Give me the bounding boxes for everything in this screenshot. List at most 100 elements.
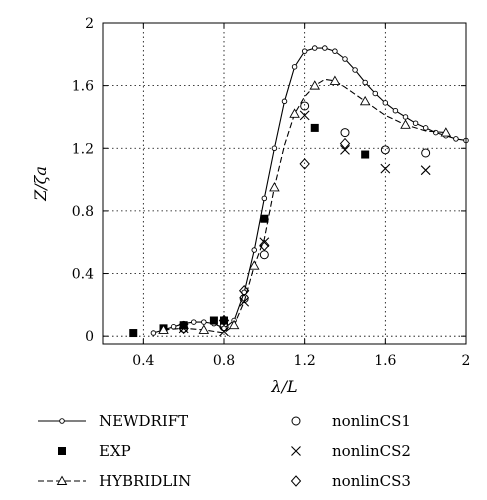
point-square (310, 123, 319, 132)
point-triangle (56, 475, 68, 485)
point-cross (380, 163, 391, 174)
point-cross (340, 144, 350, 155)
point-circle (340, 128, 350, 138)
series-nonlincs2-extra (178, 323, 229, 337)
grid-lines (103, 23, 466, 344)
point-diamond (339, 137, 351, 150)
series-nonlincs1 (239, 101, 431, 304)
point-circle-small (150, 330, 157, 336)
point-circle (291, 416, 301, 426)
point-circle (239, 294, 249, 304)
point-triangle (359, 95, 371, 106)
point-cross (420, 165, 431, 176)
point-square (179, 321, 188, 330)
series-line (153, 47, 467, 334)
x-tick-label: 0.4 (132, 353, 154, 369)
x-tick-label: 0.8 (213, 353, 235, 369)
point-circle-small (281, 98, 288, 105)
point-circle (259, 250, 269, 260)
point-triangle (198, 324, 210, 334)
point-diamond (238, 285, 250, 297)
legend-label: HYBRIDLIN (99, 472, 191, 490)
series-exp (129, 123, 370, 338)
point-triangle (329, 75, 341, 85)
legend-item-hybridlin: HYBRIDLIN (38, 472, 191, 490)
point-square (129, 329, 138, 338)
point-cross (239, 296, 250, 307)
legend-item-nonlincs3: nonlinCS3 (290, 472, 411, 490)
y-axis-label: Z/ζa (31, 166, 50, 202)
point-circle-small (201, 319, 207, 325)
point-circle (300, 101, 310, 111)
legend-item-newdrift: NEWDRIFT (38, 412, 188, 430)
y-tick-label: 0.8 (72, 204, 94, 220)
point-circle-small (342, 56, 348, 62)
point-circle-small (453, 136, 459, 142)
point-circle-small (402, 114, 409, 120)
point-diamond (218, 314, 230, 327)
point-triangle (228, 319, 240, 330)
y-tick-label: 0.4 (72, 267, 94, 283)
point-triangle (309, 80, 321, 90)
point-diamond (259, 239, 270, 252)
x-axis-label: λ/L (270, 377, 297, 396)
point-circle-small (251, 247, 257, 253)
point-square (58, 447, 66, 455)
point-cross (291, 446, 301, 456)
point-circle-small (412, 120, 419, 126)
point-triangle (400, 119, 411, 129)
point-square (209, 316, 218, 325)
point-cross (178, 323, 189, 334)
point-circle (179, 323, 189, 333)
point-circle-small (59, 418, 65, 424)
legend-item-exp: EXP (58, 442, 131, 460)
series-line (163, 78, 446, 334)
legend-item-nonlincs2: nonlinCS2 (291, 442, 411, 460)
y-tick-label: 2 (85, 16, 94, 32)
point-circle-small (261, 195, 268, 202)
point-circle-small (433, 129, 439, 136)
point-diamond (290, 475, 302, 487)
series-layer (129, 45, 469, 338)
legend-item-nonlincs1: nonlinCS1 (291, 412, 411, 430)
point-circle-small (372, 90, 379, 97)
y-tick-label: 0 (85, 329, 94, 345)
point-square (361, 150, 370, 159)
point-circle-small (291, 64, 298, 70)
point-diamond (299, 158, 310, 170)
point-square (220, 316, 228, 325)
legend-label: nonlinCS1 (332, 412, 411, 430)
y-tick-label: 1.6 (72, 79, 94, 95)
y-tick-label: 1.2 (72, 141, 94, 157)
point-square (260, 214, 269, 223)
series-hybridlin (158, 75, 452, 334)
series-nonlincs2 (239, 110, 431, 307)
point-triangle (269, 181, 280, 192)
point-cross (219, 326, 229, 337)
point-circle-small (322, 45, 328, 51)
series-nonlincs3 (178, 137, 351, 335)
legend-label: nonlinCS3 (332, 472, 411, 490)
point-circle-small (352, 67, 358, 73)
legend-label: nonlinCS2 (332, 442, 411, 460)
point-circle-small (190, 319, 197, 325)
point-cross (299, 110, 310, 121)
point-triangle (248, 260, 260, 270)
point-circle-small (362, 79, 368, 86)
point-circle-small (301, 48, 308, 54)
legend: NEWDRIFT EXP HYBRIDLIN nonlinCS1 nonlinCS2 no… (38, 412, 411, 490)
point-cross (259, 237, 270, 248)
point-circle-small (332, 48, 338, 54)
point-circle-small (271, 145, 278, 152)
point-circle-small (312, 45, 318, 51)
x-tick-label: 1.6 (374, 353, 396, 369)
point-circle-small (382, 100, 389, 106)
x-tick-label: 2 (462, 353, 471, 369)
point-circle-small (392, 107, 399, 114)
legend-label: EXP (99, 442, 131, 460)
legend-label: NEWDRIFT (99, 412, 188, 430)
point-circle-small (422, 125, 429, 131)
point-triangle (440, 127, 452, 137)
point-diamond (178, 322, 189, 335)
